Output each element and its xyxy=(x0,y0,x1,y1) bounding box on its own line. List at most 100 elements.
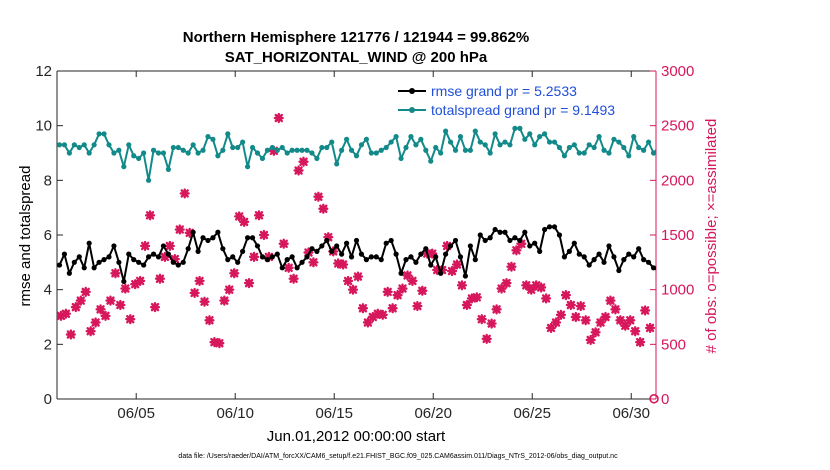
rmse-point xyxy=(294,265,300,271)
obs-assimilated-point xyxy=(387,303,398,314)
rmse-point xyxy=(106,254,112,260)
totalspread-point xyxy=(671,153,676,158)
rmse-point xyxy=(765,252,770,257)
rmse-point xyxy=(655,269,656,272)
totalspread-point xyxy=(91,142,97,148)
totalspread-point xyxy=(111,150,117,156)
totalspread-point xyxy=(775,156,780,161)
obs-assimilated-point xyxy=(120,283,131,294)
totalspread-point xyxy=(185,150,191,156)
x-tick-label: 06/15 xyxy=(315,405,353,422)
obs-assimilated-point xyxy=(283,262,294,273)
rmse-point xyxy=(532,240,538,246)
totalspread-point xyxy=(809,148,814,153)
obs-assimilated-point xyxy=(377,309,388,320)
obs-assimilated-point xyxy=(308,257,319,268)
totalspread-point xyxy=(180,147,186,153)
totalspread-point xyxy=(155,150,162,156)
rmse-point xyxy=(561,254,568,260)
rmse-point xyxy=(398,270,404,276)
obs-assimilated-point xyxy=(451,259,463,270)
totalspread-point xyxy=(527,131,533,137)
rmse-point xyxy=(770,249,775,254)
totalspread-point xyxy=(760,161,765,166)
rmse-point xyxy=(299,259,305,265)
obs-assimilated-point xyxy=(333,258,344,269)
rmse-point xyxy=(581,254,587,260)
obs-assimilated-point xyxy=(555,309,567,320)
totalspread-point xyxy=(522,136,528,142)
obs-assimilated-point xyxy=(243,278,255,289)
obs-assimilated-point xyxy=(273,112,284,124)
totalspread-point xyxy=(537,134,543,140)
rmse-point xyxy=(819,254,824,259)
rmse-point xyxy=(155,254,162,260)
y-axis-right-label: # of obs: o=possible; ×=assimilated xyxy=(703,119,720,354)
rmse-point xyxy=(126,251,132,257)
obs-assimilated-point xyxy=(60,308,72,319)
totalspread-point xyxy=(691,153,696,158)
y-left-tick-label: 0 xyxy=(44,391,52,408)
obs-assimilated-point xyxy=(560,290,572,301)
totalspread-point xyxy=(467,147,473,153)
obs-assimilated-point xyxy=(476,314,487,325)
rmse-point xyxy=(408,254,414,260)
obs-assimilated-point xyxy=(347,284,359,295)
chart-title-line2: SAT_HORIZONTAL_WIND @ 200 hPa xyxy=(225,49,488,66)
totalspread-point xyxy=(596,134,602,140)
rmse-point xyxy=(136,259,142,265)
rmse-point xyxy=(591,257,597,263)
data-layer xyxy=(57,112,824,349)
obs-assimilated-point xyxy=(382,286,393,297)
rmse-point xyxy=(433,254,439,260)
obs-assimilated-point xyxy=(456,280,468,291)
rmse-point xyxy=(195,248,201,254)
totalspread-point xyxy=(730,148,735,153)
obs-assimilated-point xyxy=(115,299,126,311)
rmse-point xyxy=(353,237,360,244)
rmse-point xyxy=(324,237,330,244)
obs-assimilated-point xyxy=(125,314,136,325)
obs-assimilated-point xyxy=(75,295,86,306)
rmse-point xyxy=(428,262,434,268)
rmse-point xyxy=(244,235,251,241)
rmse-point xyxy=(111,243,117,249)
rmse-point xyxy=(443,251,449,257)
rmse-point xyxy=(730,262,735,267)
obs-assimilated-point xyxy=(268,145,279,156)
rmse-point xyxy=(200,235,206,241)
rmse-point xyxy=(596,251,602,257)
totalspread-point xyxy=(299,147,305,153)
rmse-point xyxy=(621,257,627,263)
totalspread-point xyxy=(165,166,171,172)
totalspread-point xyxy=(57,142,63,148)
rmse-point xyxy=(91,265,97,271)
legend: rmse grand pr = 5.2533 totalspread grand … xyxy=(398,83,615,118)
totalspread-point xyxy=(616,139,622,145)
totalspread-point xyxy=(220,147,226,153)
obs-assimilated-point xyxy=(149,302,161,313)
obs-assimilated-point xyxy=(620,320,631,331)
y-right-tick-label: 2000 xyxy=(661,172,694,189)
x-tick-label: 06/25 xyxy=(513,405,551,422)
rmse-point xyxy=(71,259,77,265)
obs-assimilated-point xyxy=(352,271,364,282)
obs-assimilated-point xyxy=(640,305,651,316)
rmse-point xyxy=(220,246,226,252)
obs-assimilated-point xyxy=(585,334,596,346)
y-left-tick-label: 6 xyxy=(44,227,52,244)
rmse-point xyxy=(418,251,424,257)
totalspread-point xyxy=(279,144,285,151)
totalspread-point xyxy=(71,142,77,148)
obs-assimilated-point xyxy=(140,240,151,252)
totalspread-point xyxy=(205,134,211,140)
obs-assimilated-point xyxy=(362,317,373,328)
y-right-tick-label: 2500 xyxy=(661,118,694,135)
totalspread-point xyxy=(512,125,518,131)
totalspread-point xyxy=(502,139,508,145)
y-right-tick-label: 3000 xyxy=(661,63,694,80)
totalspread-point xyxy=(170,144,176,151)
rmse-point xyxy=(235,259,241,265)
totalspread-point xyxy=(636,144,642,151)
totalspread-point xyxy=(556,144,563,151)
